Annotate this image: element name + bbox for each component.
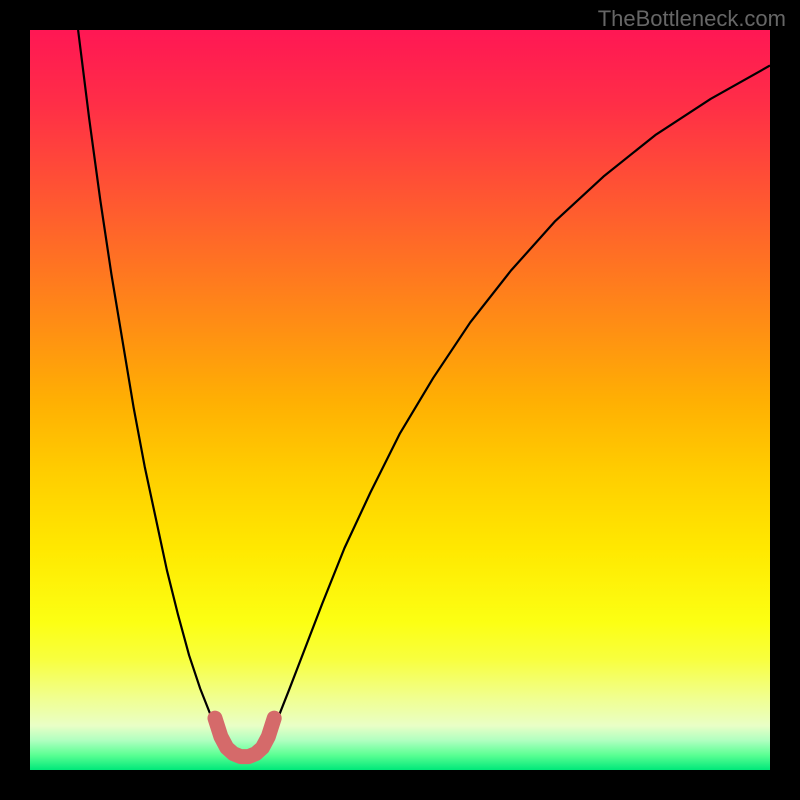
bottleneck-curve-chart	[30, 30, 770, 770]
watermark-text: TheBottleneck.com	[598, 6, 786, 32]
chart-background	[30, 30, 770, 770]
